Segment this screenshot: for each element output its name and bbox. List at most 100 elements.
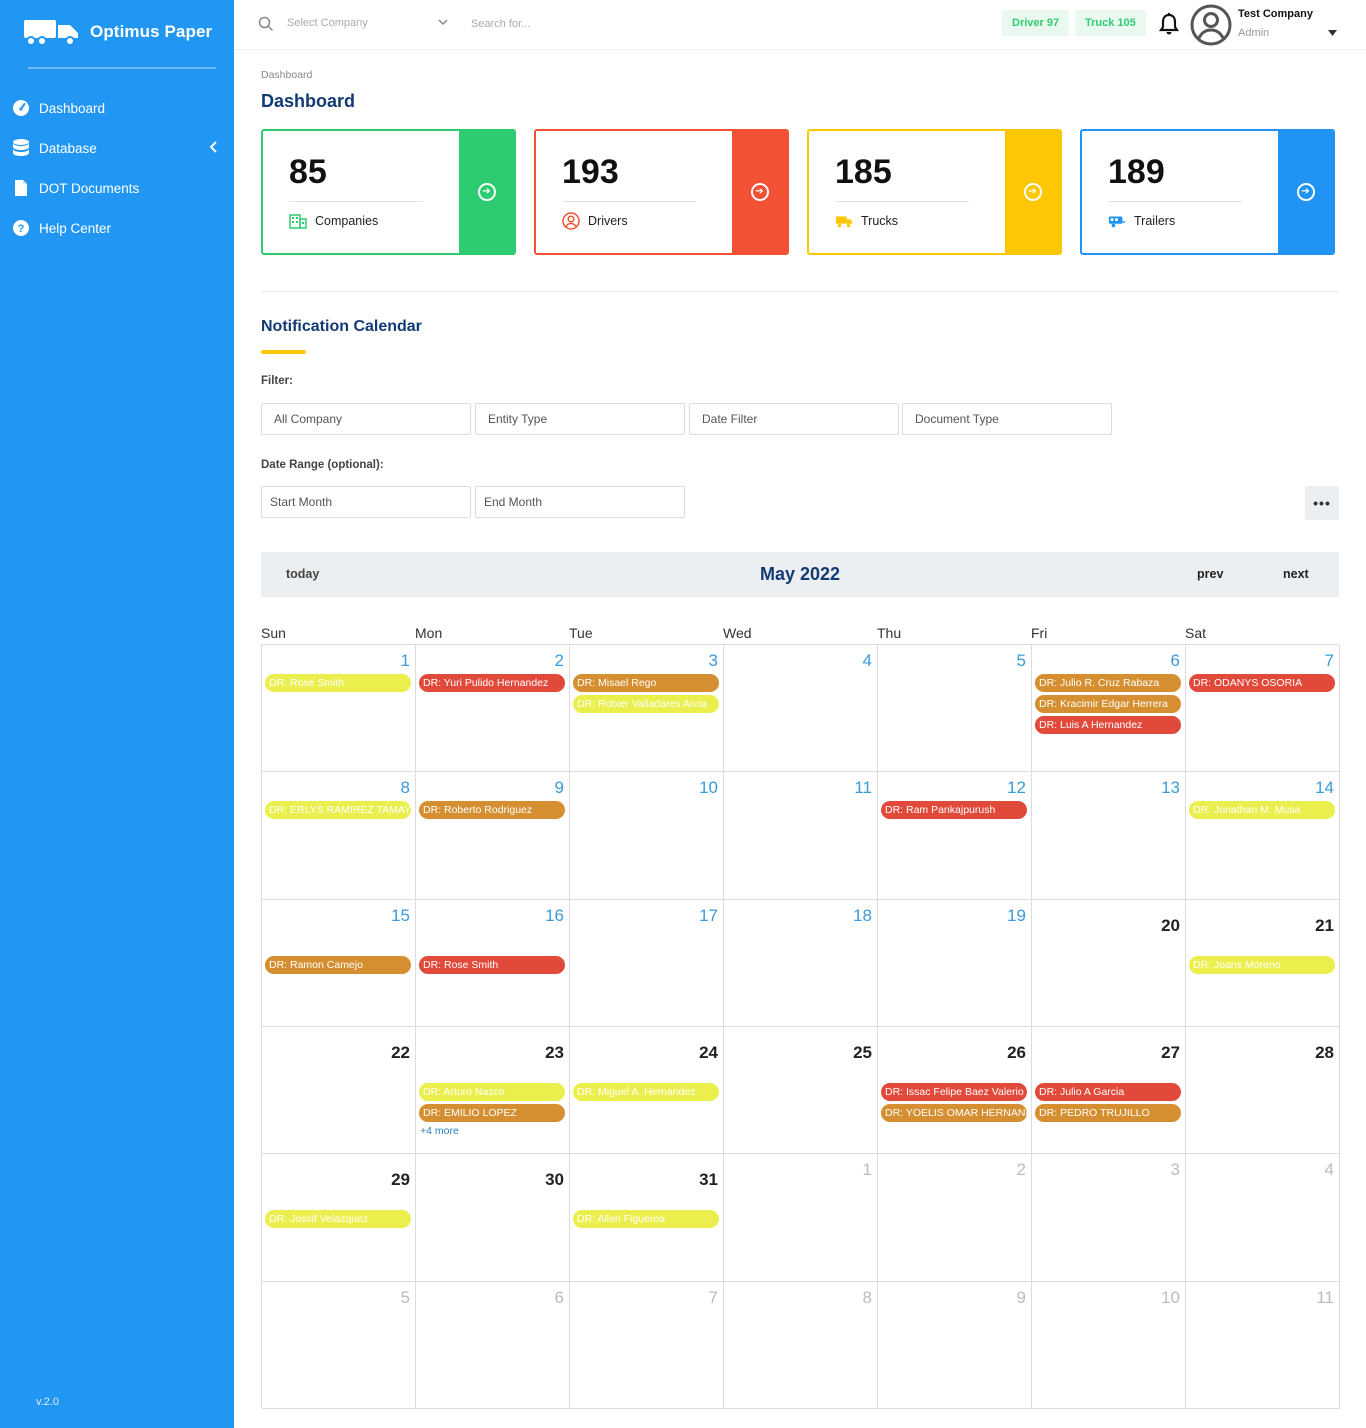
day-number[interactable]: 22 <box>391 1043 410 1062</box>
calendar-day-cell[interactable]: 16 DR: Rose Smith <box>416 899 570 1027</box>
day-number[interactable]: 11 <box>854 778 872 798</box>
calendar-event[interactable]: DR: Robier Valladares Arcia <box>573 695 719 713</box>
calendar-event[interactable]: DR: Kracimir Edgar Herrera <box>1035 695 1181 713</box>
day-number[interactable]: 6 <box>554 1287 564 1307</box>
calendar-day-cell[interactable]: 3 DR: Misael Rego DR: Robier Valladares Ar… <box>570 645 724 773</box>
day-number[interactable]: 15 <box>391 905 410 925</box>
day-number[interactable]: 4 <box>1324 1160 1334 1180</box>
calendar-day-cell[interactable]: 4 <box>724 645 878 773</box>
calendar-event[interactable]: DR: EMILIO LOPEZ <box>419 1104 565 1122</box>
day-number[interactable]: 24 <box>699 1043 718 1062</box>
calendar-event[interactable]: DR: Jonathan M. Musa <box>1189 801 1335 820</box>
calendar-day-cell[interactable]: 18 <box>724 899 878 1027</box>
calendar-day-cell[interactable]: 21 DR: Joans Moreno <box>1186 899 1340 1027</box>
truck-count-badge[interactable]: Truck 105 <box>1075 10 1146 36</box>
stat-card-drivers[interactable]: 193 Drivers ➔ <box>534 129 789 255</box>
sidebar-item-help-center[interactable]: ? Help Center <box>0 208 234 248</box>
calendar-day-cell[interactable]: 12 DR: Ram Pankajpurush <box>878 772 1032 900</box>
calendar-event[interactable]: DR: Julio A Garcia <box>1035 1083 1181 1101</box>
day-number[interactable]: 2 <box>1016 1160 1026 1180</box>
calendar-day-cell[interactable]: 10 <box>570 772 724 900</box>
calendar-day-cell[interactable]: 9 DR: Roberto Rodriguez <box>416 772 570 900</box>
calendar-event[interactable]: DR: Luis A Hernandez <box>1035 716 1181 734</box>
calendar-day-cell[interactable]: 8 DR: ERLYS RAMIREZ TAMAYO <box>262 772 416 900</box>
chevron-down-icon[interactable] <box>438 15 448 29</box>
calendar-day-cell[interactable]: 4 <box>1186 1154 1340 1282</box>
stat-action[interactable]: ➔ <box>1005 131 1060 253</box>
day-number[interactable]: 27 <box>1161 1043 1180 1062</box>
search-input[interactable] <box>471 12 671 36</box>
stat-card-companies[interactable]: 85 Companies ➔ <box>261 129 516 255</box>
calendar-event[interactable]: DR: Jossif Velazquez <box>265 1210 411 1229</box>
calendar-day-cell[interactable]: 9 <box>878 1281 1032 1409</box>
calendar-event[interactable]: DR: YOELIS OMAR HERNANDEZ <box>881 1104 1027 1122</box>
calendar-day-cell[interactable]: 8 <box>724 1281 878 1409</box>
search-icon[interactable] <box>258 16 276 34</box>
calendar-day-cell[interactable]: 5 <box>878 645 1032 773</box>
day-number[interactable]: 21 <box>1315 915 1334 935</box>
calendar-event[interactable]: DR: Miguel A. Hernandez <box>573 1083 719 1101</box>
day-number[interactable]: 3 <box>1170 1160 1180 1180</box>
day-number[interactable]: 29 <box>391 1170 410 1190</box>
calendar-event[interactable]: DR: Rose Smith <box>419 955 565 974</box>
stat-card-trailers[interactable]: 189 Trailers ➔ <box>1080 129 1335 255</box>
calendar-event[interactable]: DR: Julio R. Cruz Rabaza <box>1035 674 1181 692</box>
stat-card-trucks[interactable]: 185 Trucks ➔ <box>807 129 1062 255</box>
day-number[interactable]: 10 <box>699 778 718 798</box>
stat-action[interactable]: ➔ <box>732 131 787 253</box>
calendar-day-cell[interactable]: 2 DR: Yuri Pulido Hernandez <box>416 645 570 773</box>
day-number[interactable]: 9 <box>1016 1287 1026 1307</box>
calendar-day-cell[interactable]: 24 DR: Miguel A. Hernandez <box>570 1027 724 1155</box>
calendar-event[interactable]: DR: Issac Felipe Baez Valerio <box>881 1083 1027 1101</box>
calendar-event[interactable]: DR: Roberto Rodriguez <box>419 801 565 820</box>
today-button[interactable]: today <box>286 567 320 581</box>
calendar-day-cell[interactable]: 23 DR: Arturo Nazco DR: EMILIO LOPEZ +4 mor… <box>416 1027 570 1155</box>
day-number[interactable]: 8 <box>400 778 410 798</box>
brand-logo[interactable]: Optimus Paper <box>22 14 218 50</box>
calendar-day-cell[interactable]: 28 <box>1186 1027 1340 1155</box>
day-number[interactable]: 7 <box>708 1287 718 1307</box>
calendar-event[interactable]: DR: Misael Rego <box>573 674 719 692</box>
calendar-day-cell[interactable]: 7 DR: ODANYS OSORIA <box>1186 645 1340 773</box>
more-events-link[interactable]: +4 more <box>420 1125 459 1137</box>
calendar-event[interactable]: DR: Yuri Pulido Hernandez <box>419 674 565 692</box>
day-number[interactable]: 2 <box>554 651 564 670</box>
user-name[interactable]: Test Company <box>1238 8 1313 20</box>
calendar-event[interactable]: DR: Ramon Camejo <box>265 955 411 974</box>
stat-action[interactable]: ➔ <box>1278 131 1333 253</box>
calendar-day-cell[interactable]: 10 <box>1032 1281 1186 1409</box>
day-number[interactable]: 3 <box>708 651 718 670</box>
day-number[interactable]: 16 <box>545 905 564 925</box>
day-number[interactable]: 30 <box>545 1170 564 1190</box>
day-number[interactable]: 8 <box>862 1287 872 1307</box>
calendar-event[interactable]: DR: Allen Figueroa <box>573 1210 719 1229</box>
end-month-input[interactable]: End Month <box>475 486 685 518</box>
calendar-day-cell[interactable]: 6 DR: Julio R. Cruz Rabaza DR: Kracimir Ed… <box>1032 645 1186 773</box>
day-number[interactable]: 25 <box>853 1043 872 1062</box>
prev-button[interactable]: prev <box>1197 567 1224 581</box>
calendar-day-cell[interactable]: 31 DR: Allen Figueroa <box>570 1154 724 1282</box>
start-month-input[interactable]: Start Month <box>261 486 471 518</box>
company-filter-select[interactable]: All Company <box>261 403 471 435</box>
calendar-day-cell[interactable]: 13 <box>1032 772 1186 900</box>
calendar-day-cell[interactable]: 1 <box>724 1154 878 1282</box>
calendar-day-cell[interactable]: 26 DR: Issac Felipe Baez Valerio DR: YOELI… <box>878 1027 1032 1155</box>
day-number[interactable]: 5 <box>1016 651 1026 670</box>
sidebar-item-database[interactable]: Database <box>0 128 234 168</box>
calendar-day-cell[interactable]: 22 <box>262 1027 416 1155</box>
day-number[interactable]: 4 <box>862 651 872 670</box>
calendar-day-cell[interactable]: 1 DR: Rose Smith <box>262 645 416 773</box>
breadcrumb[interactable]: Dashboard <box>261 69 313 81</box>
day-number[interactable]: 28 <box>1315 1043 1334 1062</box>
day-number[interactable]: 17 <box>699 905 718 925</box>
calendar-event[interactable]: DR: Ram Pankajpurush <box>881 801 1027 820</box>
entity-type-select[interactable]: Entity Type <box>475 403 685 435</box>
day-number[interactable]: 18 <box>853 905 872 925</box>
day-number[interactable]: 23 <box>545 1043 564 1062</box>
calendar-day-cell[interactable]: 30 <box>416 1154 570 1282</box>
calendar-day-cell[interactable]: 29 DR: Jossif Velazquez <box>262 1154 416 1282</box>
calendar-day-cell[interactable]: 20 <box>1032 899 1186 1027</box>
calendar-day-cell[interactable]: 7 <box>570 1281 724 1409</box>
calendar-event[interactable]: DR: Rose Smith <box>265 674 411 692</box>
more-options-button[interactable]: ••• <box>1305 486 1339 520</box>
